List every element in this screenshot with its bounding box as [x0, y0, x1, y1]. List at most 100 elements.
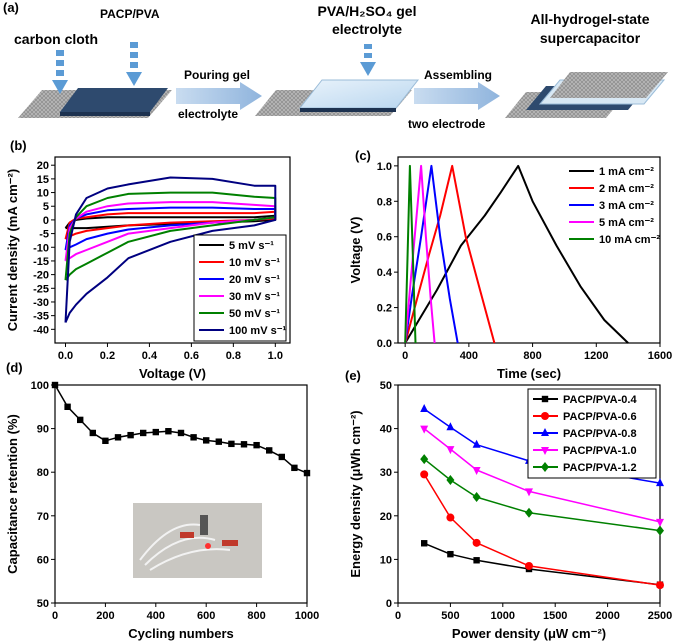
y-tick-label: -30: [33, 297, 49, 309]
step-label: All-hydrogel-state: [530, 11, 649, 27]
x-tick-label: 1600: [648, 350, 672, 362]
process-arrow: [414, 82, 500, 110]
series-line: [404, 164, 459, 344]
photo-background: [133, 503, 262, 578]
marker: [525, 488, 533, 497]
y-axis-title: Current density (mA cm⁻²): [5, 169, 20, 331]
y-tick-label: -35: [33, 311, 49, 323]
marker: [77, 416, 84, 424]
legend-label: 2 mA cm⁻²: [599, 183, 654, 195]
series-line: [423, 542, 661, 586]
legend-label: 1 mA cm⁻²: [599, 166, 654, 178]
y-tick-label: 50: [37, 598, 49, 610]
pacp-layer: [60, 88, 168, 112]
legend-label: PACP/PVA-0.8: [563, 428, 637, 440]
marker: [420, 470, 429, 479]
photo-device: [200, 515, 208, 535]
marker: [89, 429, 96, 437]
marker: [152, 428, 159, 436]
marker: [541, 447, 549, 455]
x-tick-label: 600: [197, 610, 215, 622]
step-label: Pouring gel: [184, 68, 250, 82]
x-tick-label: 1000: [491, 610, 515, 622]
marker: [472, 467, 481, 476]
process-arrow: [176, 82, 262, 110]
marker: [215, 438, 222, 445]
marker: [656, 525, 664, 536]
legend-label: 20 mV s⁻¹: [229, 274, 280, 286]
y-tick-label: -15: [33, 256, 49, 268]
y-tick-label: 80: [37, 467, 49, 479]
legend-label: PACP/PVA-0.6: [563, 411, 637, 423]
y-tick-label: 30: [380, 467, 392, 479]
marker: [473, 557, 480, 564]
y-tick-label: 40: [380, 424, 392, 436]
marker: [64, 403, 71, 410]
marker: [303, 469, 311, 477]
plot-frame: [54, 156, 291, 344]
marker: [656, 518, 664, 527]
x-tick-label: 0.6: [184, 350, 199, 362]
x-axis-title: Cycling numbers: [128, 626, 233, 641]
marker: [541, 395, 549, 403]
marker: [420, 425, 429, 434]
marker: [446, 422, 455, 431]
carbon-cloth: [550, 72, 668, 98]
x-tick-label: 0: [402, 350, 408, 362]
x-tick-label: 2000: [595, 610, 619, 622]
x-tick-label: 400: [460, 350, 478, 362]
x-tick-label: 400: [147, 610, 165, 622]
schematic: [18, 42, 668, 118]
x-axis-title: Power density (μW cm⁻²): [452, 626, 606, 641]
marker: [278, 453, 285, 461]
x-tick-label: 1200: [584, 350, 608, 362]
marker: [102, 437, 109, 445]
y-tick-label: -40: [33, 324, 49, 336]
drop-arrows: [52, 42, 376, 94]
marker: [446, 513, 455, 522]
x-tick-label: 1000: [295, 610, 319, 622]
legend-label: 10 mA cm⁻²: [599, 234, 660, 246]
y-tick-label: 1.0: [377, 161, 392, 173]
legend-label: 30 mV s⁻¹: [229, 291, 280, 303]
y-tick-label: 70: [37, 511, 49, 523]
marker: [472, 492, 481, 503]
marker: [140, 429, 147, 437]
y-tick-label: 0.0: [377, 338, 392, 350]
photo-clip: [180, 532, 194, 538]
y-axis-title: Capacitance retention (%): [5, 414, 20, 574]
y-tick-label: -20: [33, 270, 49, 282]
marker: [253, 441, 260, 449]
panel-label: (c): [355, 148, 371, 163]
marker: [446, 475, 455, 486]
y-tick-label: -10: [33, 242, 49, 254]
x-tick-label: 2500: [648, 610, 672, 622]
marker: [541, 412, 549, 420]
y-tick-label: 60: [37, 554, 49, 566]
marker: [656, 581, 664, 590]
y-tick-label: 0.2: [377, 303, 392, 315]
marker: [447, 550, 454, 558]
marker: [240, 441, 248, 448]
legend-label: 5 mV s⁻¹: [229, 240, 274, 252]
marker: [472, 538, 481, 547]
legend-label: PACP/PVA-1.2: [563, 462, 637, 474]
y-tick-label: 0: [43, 215, 49, 227]
x-tick-label: 0: [52, 610, 58, 622]
marker: [190, 434, 197, 441]
panel-label: (d): [6, 360, 23, 375]
x-axis-title: Time (sec): [497, 366, 561, 381]
step-label: PACP/PVA: [100, 7, 160, 21]
step-label: Assembling: [424, 68, 492, 82]
y-tick-label: 5: [43, 201, 49, 213]
legend-frame: [193, 234, 287, 342]
marker: [421, 540, 428, 547]
marker: [266, 447, 273, 454]
y-axis-title: Voltage (V): [348, 217, 363, 284]
photo-wires: [139, 523, 231, 571]
y-tick-label: -25: [33, 283, 49, 295]
step-label: carbon cloth: [14, 31, 98, 47]
step-label: electrolyte: [332, 21, 402, 37]
x-tick-label: 0.8: [226, 350, 241, 362]
